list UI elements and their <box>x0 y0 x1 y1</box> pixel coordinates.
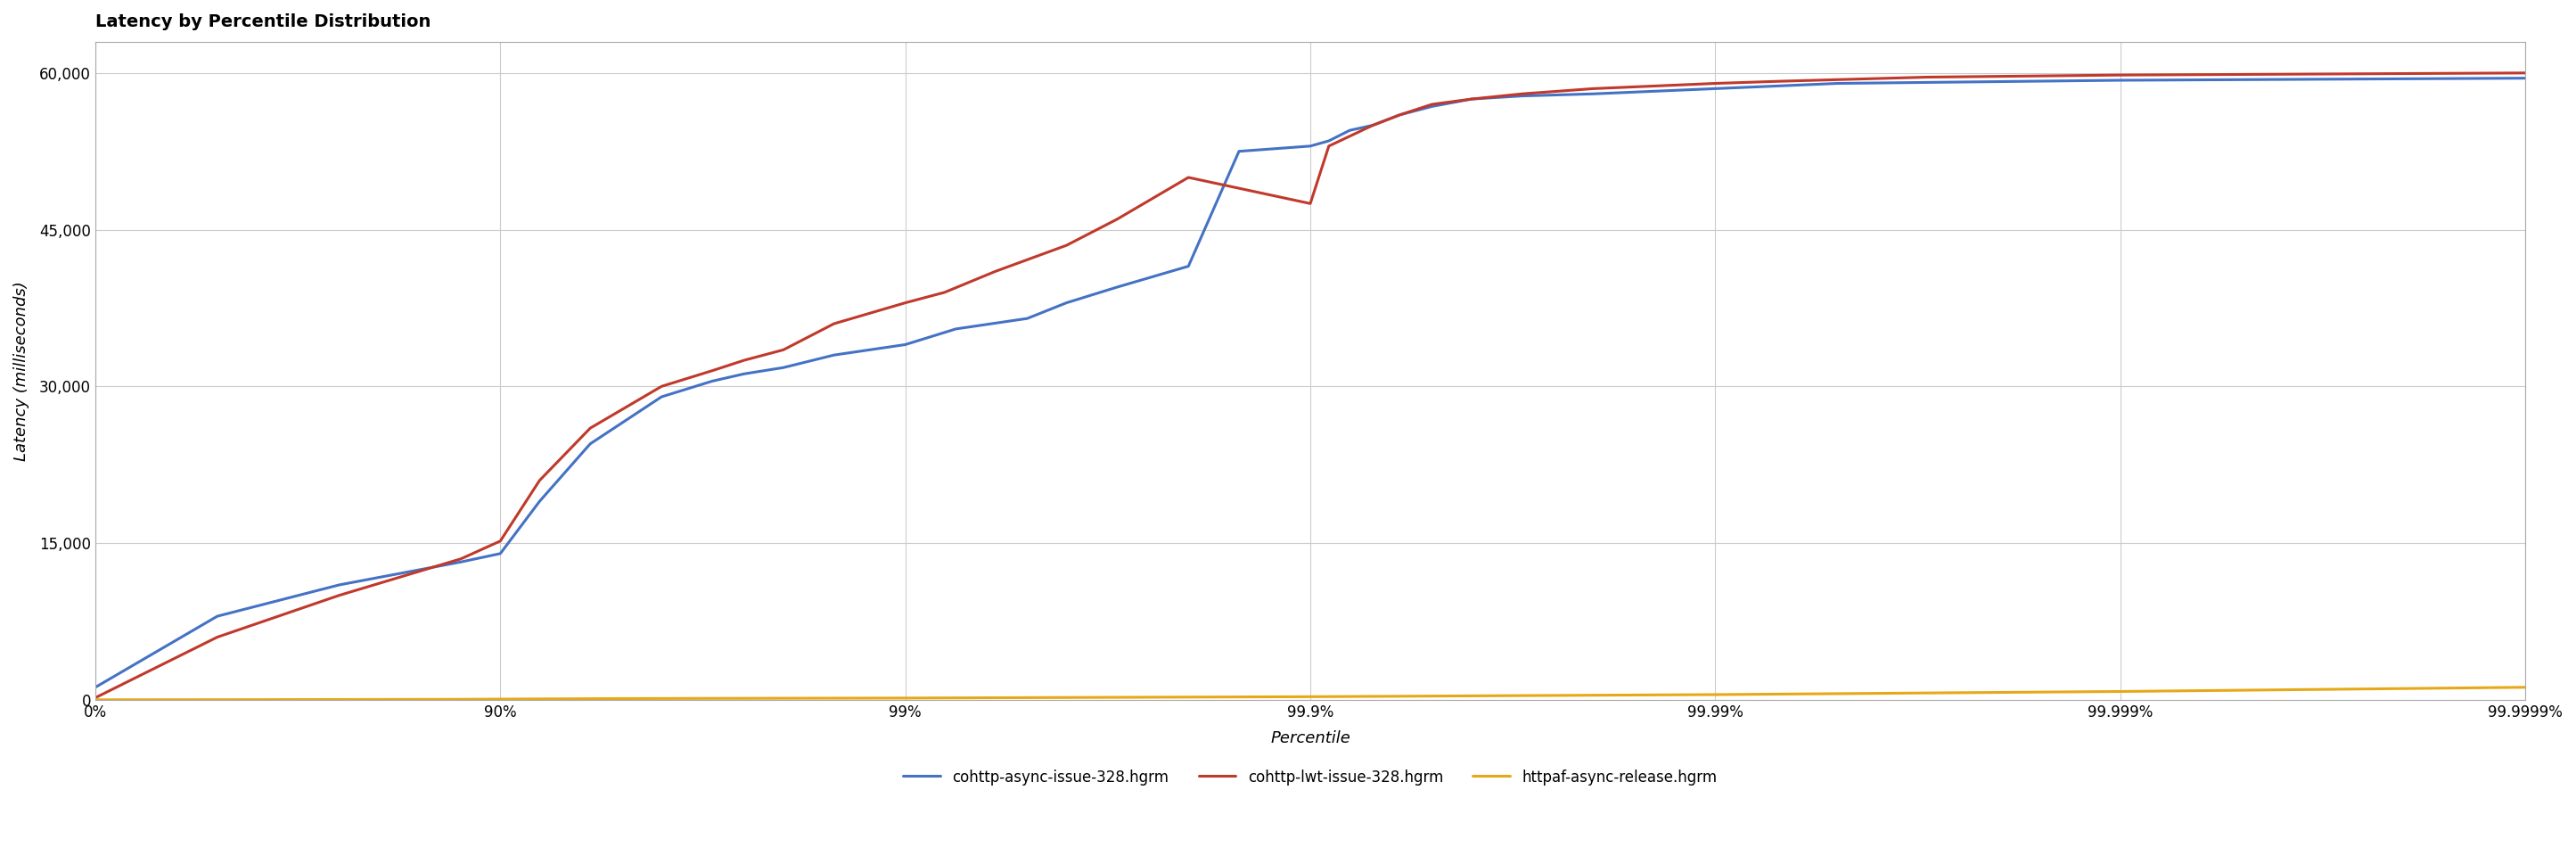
cohttp-lwt-issue-328.hgrm <box>201 632 232 642</box>
cohttp-async-issue-328.hgrm <box>889 340 920 350</box>
httpaf-async-release.hgrm <box>80 694 111 704</box>
cohttp-async-issue-328.hgrm <box>2509 73 2540 83</box>
cohttp-lwt-issue-328.hgrm <box>1579 84 1610 94</box>
cohttp-async-issue-328.hgrm <box>729 369 760 379</box>
cohttp-async-issue-328.hgrm <box>1103 282 1133 292</box>
Text: Latency by Percentile Distribution: Latency by Percentile Distribution <box>95 14 430 30</box>
cohttp-lwt-issue-328.hgrm <box>523 475 554 485</box>
cohttp-lwt-issue-328.hgrm <box>647 381 677 391</box>
cohttp-lwt-issue-328.hgrm <box>484 536 515 546</box>
httpaf-async-release.hgrm <box>484 694 515 704</box>
cohttp-lwt-issue-328.hgrm <box>1700 78 1731 88</box>
cohttp-async-issue-328.hgrm <box>1296 141 1327 152</box>
cohttp-lwt-issue-328.hgrm <box>1455 94 1486 104</box>
cohttp-lwt-issue-328.hgrm <box>2509 68 2540 78</box>
X-axis label: Percentile: Percentile <box>1270 730 1350 746</box>
httpaf-async-release.hgrm <box>889 693 920 703</box>
cohttp-async-issue-328.hgrm <box>1358 120 1388 130</box>
cohttp-async-issue-328.hgrm <box>1051 298 1082 308</box>
cohttp-async-issue-328.hgrm <box>1507 91 1538 101</box>
httpaf-async-release.hgrm <box>201 694 232 704</box>
cohttp-lwt-issue-328.hgrm <box>696 366 726 376</box>
cohttp-async-issue-328.hgrm <box>325 580 355 590</box>
cohttp-async-issue-328.hgrm <box>1455 94 1486 104</box>
cohttp-async-issue-328.hgrm <box>484 549 515 559</box>
cohttp-async-issue-328.hgrm <box>574 439 605 449</box>
httpaf-async-release.hgrm <box>1296 692 1327 702</box>
cohttp-async-issue-328.hgrm <box>1012 313 1043 324</box>
Line: cohttp-lwt-issue-328.hgrm: cohttp-lwt-issue-328.hgrm <box>95 73 2524 698</box>
cohttp-lwt-issue-328.hgrm <box>325 591 355 601</box>
cohttp-async-issue-328.hgrm <box>819 350 850 360</box>
cohttp-async-issue-328.hgrm <box>1334 125 1365 135</box>
cohttp-lwt-issue-328.hgrm <box>80 693 111 703</box>
cohttp-async-issue-328.hgrm <box>523 496 554 507</box>
cohttp-lwt-issue-328.hgrm <box>2105 70 2136 80</box>
httpaf-async-release.hgrm <box>325 694 355 704</box>
cohttp-lwt-issue-328.hgrm <box>1103 214 1133 224</box>
cohttp-async-issue-328.hgrm <box>201 611 232 621</box>
cohttp-async-issue-328.hgrm <box>647 392 677 402</box>
cohttp-lwt-issue-328.hgrm <box>446 554 477 564</box>
cohttp-async-issue-328.hgrm <box>940 324 971 334</box>
cohttp-lwt-issue-328.hgrm <box>1172 172 1203 182</box>
httpaf-async-release.hgrm <box>2509 682 2540 693</box>
cohttp-async-issue-328.hgrm <box>1700 84 1731 94</box>
cohttp-async-issue-328.hgrm <box>1821 78 1852 88</box>
cohttp-lwt-issue-328.hgrm <box>768 345 799 355</box>
cohttp-async-issue-328.hgrm <box>1172 261 1203 271</box>
httpaf-async-release.hgrm <box>1700 689 1731 699</box>
cohttp-lwt-issue-328.hgrm <box>819 318 850 329</box>
cohttp-lwt-issue-328.hgrm <box>729 355 760 366</box>
cohttp-async-issue-328.hgrm <box>696 376 726 386</box>
cohttp-lwt-issue-328.hgrm <box>1296 199 1327 209</box>
Legend: cohttp-async-issue-328.hgrm, cohttp-lwt-issue-328.hgrm, httpaf-async-release.hgr: cohttp-async-issue-328.hgrm, cohttp-lwt-… <box>896 764 1723 791</box>
cohttp-lwt-issue-328.hgrm <box>1051 241 1082 251</box>
cohttp-async-issue-328.hgrm <box>1224 146 1255 157</box>
cohttp-lwt-issue-328.hgrm <box>1911 72 1942 82</box>
cohttp-async-issue-328.hgrm <box>80 682 111 693</box>
Y-axis label: Latency (milliseconds): Latency (milliseconds) <box>13 281 28 461</box>
cohttp-async-issue-328.hgrm <box>2105 75 2136 86</box>
cohttp-async-issue-328.hgrm <box>1314 136 1345 146</box>
httpaf-async-release.hgrm <box>446 694 477 704</box>
httpaf-async-release.hgrm <box>608 693 639 704</box>
cohttp-async-issue-328.hgrm <box>446 556 477 567</box>
cohttp-lwt-issue-328.hgrm <box>1417 99 1448 110</box>
Line: cohttp-async-issue-328.hgrm: cohttp-async-issue-328.hgrm <box>95 78 2524 687</box>
cohttp-async-issue-328.hgrm <box>1579 89 1610 99</box>
cohttp-lwt-issue-328.hgrm <box>979 266 1010 276</box>
cohttp-lwt-issue-328.hgrm <box>1507 89 1538 99</box>
cohttp-async-issue-328.hgrm <box>768 362 799 372</box>
cohttp-lwt-issue-328.hgrm <box>574 423 605 433</box>
cohttp-lwt-issue-328.hgrm <box>930 288 961 298</box>
httpaf-async-release.hgrm <box>2105 687 2136 697</box>
cohttp-async-issue-328.hgrm <box>1386 110 1417 120</box>
cohttp-lwt-issue-328.hgrm <box>1358 120 1388 130</box>
cohttp-lwt-issue-328.hgrm <box>1762 76 1793 86</box>
cohttp-lwt-issue-328.hgrm <box>1314 141 1345 152</box>
cohttp-lwt-issue-328.hgrm <box>1386 110 1417 120</box>
cohttp-lwt-issue-328.hgrm <box>889 298 920 308</box>
Line: httpaf-async-release.hgrm: httpaf-async-release.hgrm <box>95 687 2524 699</box>
cohttp-async-issue-328.hgrm <box>1417 101 1448 111</box>
